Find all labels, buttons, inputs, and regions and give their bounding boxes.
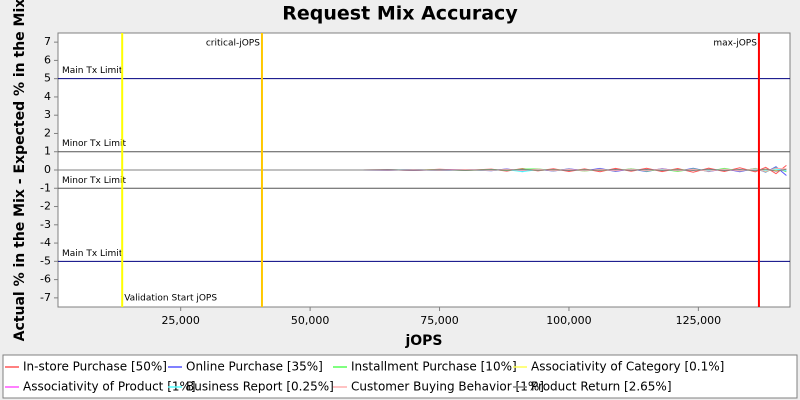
legend-label: Customer Buying Behavior [1%] bbox=[351, 380, 544, 394]
y-tick-label: 0 bbox=[44, 163, 51, 176]
limit-label: Main Tx Limit bbox=[62, 66, 123, 76]
legend-label: Installment Purchase [10%] bbox=[351, 360, 517, 374]
limit-label: Main Tx Limit bbox=[62, 249, 123, 259]
y-tick-label: 2 bbox=[44, 126, 51, 139]
x-tick-label: 50,000 bbox=[291, 314, 330, 327]
y-tick-label: 6 bbox=[44, 53, 51, 66]
y-tick-label: -3 bbox=[40, 218, 51, 231]
legend-label: Online Purchase [35%] bbox=[186, 360, 323, 374]
x-axis-label: jOPS bbox=[404, 333, 442, 349]
limit-label: Minor Tx Limit bbox=[62, 176, 127, 186]
x-tick-label: 125,000 bbox=[676, 314, 722, 327]
y-tick-label: 3 bbox=[44, 108, 51, 121]
legend-label: In-store Purchase [50%] bbox=[23, 360, 167, 374]
y-tick-label: 7 bbox=[44, 35, 51, 48]
chart-title: Request Mix Accuracy bbox=[282, 3, 518, 25]
y-axis-label: Actual % in the Mix - Expected % in the … bbox=[12, 0, 28, 341]
marker-label: max-jOPS bbox=[713, 39, 757, 49]
series-line bbox=[58, 168, 787, 172]
legend-label: Product Return [2.65%] bbox=[531, 380, 672, 394]
legend-label: Business Report [0.25%] bbox=[186, 380, 334, 394]
legend bbox=[2, 354, 798, 399]
y-tick-label: -5 bbox=[40, 254, 51, 267]
y-tick-label: -6 bbox=[40, 273, 51, 286]
y-tick-label: -1 bbox=[40, 181, 51, 194]
y-tick-label: -2 bbox=[40, 200, 51, 213]
y-tick-label: 1 bbox=[44, 145, 51, 158]
x-tick-label: 100,000 bbox=[546, 314, 592, 327]
y-tick-label: 4 bbox=[44, 90, 51, 103]
limit-label: Minor Tx Limit bbox=[62, 139, 127, 149]
marker-label: Validation Start jOPS bbox=[124, 294, 217, 304]
x-tick-label: 75,000 bbox=[420, 314, 459, 327]
y-tick-label: 5 bbox=[44, 72, 51, 85]
y-tick-label: -7 bbox=[40, 291, 51, 304]
y-tick-label: -4 bbox=[40, 236, 51, 249]
legend-label: Associativity of Category [0.1%] bbox=[531, 360, 724, 374]
legend-label: Associativity of Product [1%] bbox=[23, 380, 196, 394]
x-tick-label: 25,000 bbox=[161, 314, 200, 327]
marker-label: critical-jOPS bbox=[206, 39, 260, 49]
